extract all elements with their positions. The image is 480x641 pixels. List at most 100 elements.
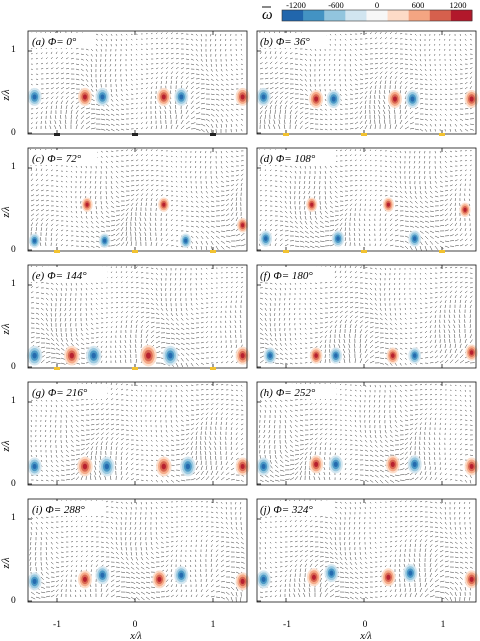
vorticity-contours	[26, 344, 250, 367]
quiver-field	[29, 148, 246, 251]
vorticity-contours	[256, 564, 479, 589]
ground-marker	[210, 250, 216, 253]
colorbar-tick: 600	[412, 0, 425, 10]
y-tick-label: 1	[11, 396, 16, 406]
x-axis-label: x/λ	[359, 631, 372, 641]
y-axis-label: z/λ	[1, 89, 12, 102]
panel-tag: (e)	[32, 270, 45, 282]
colorbar-tick: 1200	[450, 0, 467, 10]
x-tick-labels: -1 0 1 -1 0 1	[53, 620, 446, 630]
panel-phase: Φ= 0°	[48, 36, 77, 48]
y-axis-labels: z/λ z/λ z/λ z/λ z/λ	[1, 89, 12, 570]
panel-tag: (d)	[260, 153, 273, 165]
ground-marker	[361, 133, 367, 136]
quiver-field	[29, 500, 245, 602]
panel-labels: (a) Φ= 0° (b) Φ= 36° (c) Φ= 72° (d) Φ= 108° …	[29, 33, 336, 516]
quiver-field	[259, 265, 475, 366]
x-axis-label: x/λ	[129, 631, 142, 641]
y-tick-label: 0	[11, 479, 16, 489]
vorticity-contours	[27, 566, 250, 591]
panel-frame	[27, 498, 248, 603]
panel	[26, 264, 250, 370]
panel-frame	[256, 381, 477, 486]
x-tick-label: -1	[53, 620, 61, 630]
ground-marker	[132, 367, 138, 370]
panel-tag: (g)	[32, 387, 45, 399]
x-tick-label: 1	[441, 620, 446, 630]
ground-marker	[439, 133, 445, 136]
panel-label-f: (f) Φ= 180°	[258, 267, 332, 282]
vorticity-contours	[256, 87, 479, 108]
y-tick-labels: 1 0 1 0 1 0 1 0 1 0	[11, 45, 16, 606]
ground-marker	[132, 133, 138, 136]
y-tick-label: 0	[11, 245, 16, 255]
panel-label-a: (a) Φ= 0°	[29, 33, 95, 48]
ground-marker	[54, 133, 60, 136]
panel-phase: Φ= 216°	[48, 387, 88, 399]
x-tick-label: 0	[363, 620, 368, 630]
panel	[256, 30, 479, 136]
vorticity-contours	[263, 344, 478, 364]
vorticity-contours	[256, 455, 479, 476]
panel-phase: Φ= 36°	[276, 36, 311, 48]
y-tick-label: 0	[11, 362, 16, 372]
panel-frame	[27, 381, 248, 486]
panel-label-j: (j) Φ= 324°	[258, 501, 334, 516]
vorticity-contours	[259, 197, 471, 247]
panel	[256, 498, 479, 603]
panel-phase: Φ= 144°	[47, 270, 87, 282]
panel-label-d: (d) Φ= 108°	[258, 150, 336, 165]
panel	[256, 147, 477, 253]
x-tick-label: 1	[211, 620, 216, 630]
panel-frame	[256, 498, 477, 603]
ground-marker	[439, 250, 445, 253]
panel-label-b: (b) Φ= 36°	[258, 33, 326, 48]
panel-tag: (j)	[260, 504, 271, 516]
colorbar-tick: -1200	[286, 0, 306, 10]
quiver-field	[259, 149, 473, 251]
y-tick-label: 1	[11, 279, 16, 289]
panel	[27, 147, 249, 253]
colorbar-tick: -600	[328, 0, 344, 10]
colorbar-tick: 0	[375, 0, 379, 10]
panel-tag: (f)	[260, 270, 271, 282]
panel-phase: Φ= 108°	[276, 153, 316, 165]
colorbar-bar	[281, 9, 473, 22]
ground-marker	[132, 250, 138, 253]
panel-label-c: (c) Φ= 72°	[29, 150, 97, 165]
panel-label-i: (i) Φ= 288°	[29, 501, 105, 516]
ground-marker	[54, 367, 60, 370]
panel	[256, 381, 479, 486]
y-tick-label: 0	[11, 128, 16, 138]
vector-fields	[26, 30, 479, 603]
y-axis-label: z/λ	[1, 557, 12, 570]
y-tick-label: 1	[11, 513, 16, 523]
panel-phase: Φ= 324°	[273, 504, 313, 516]
panel-phase: Φ= 72°	[47, 153, 82, 165]
panel-tag: (h)	[260, 387, 273, 399]
ground-marker	[283, 250, 289, 253]
vorticity-contours	[27, 456, 250, 477]
quiver-field	[259, 499, 473, 602]
vorticity-contours	[27, 87, 250, 106]
x-tick-label: 0	[133, 620, 138, 630]
panel-tag: (a)	[32, 36, 45, 48]
vorticity-contours	[28, 197, 249, 248]
y-tick-label: 1	[11, 45, 16, 55]
panel	[256, 264, 478, 369]
panel-tag: (i)	[32, 504, 43, 516]
y-tick-label: 0	[11, 596, 16, 606]
panel-phase: Φ= 180°	[273, 270, 313, 282]
panel-label-e: (e) Φ= 144°	[29, 267, 107, 282]
panel-tag: (b)	[260, 36, 273, 48]
ground-marker	[210, 133, 216, 136]
x-axis-labels: x/λ x/λ	[129, 631, 372, 641]
y-axis-label: z/λ	[1, 440, 12, 453]
x-tick-label: -1	[283, 620, 291, 630]
y-axis-label: z/λ	[1, 323, 12, 336]
panel	[27, 498, 250, 603]
y-tick-label: 1	[11, 162, 16, 172]
panel-frame	[256, 264, 477, 369]
quiver-field	[30, 265, 245, 368]
